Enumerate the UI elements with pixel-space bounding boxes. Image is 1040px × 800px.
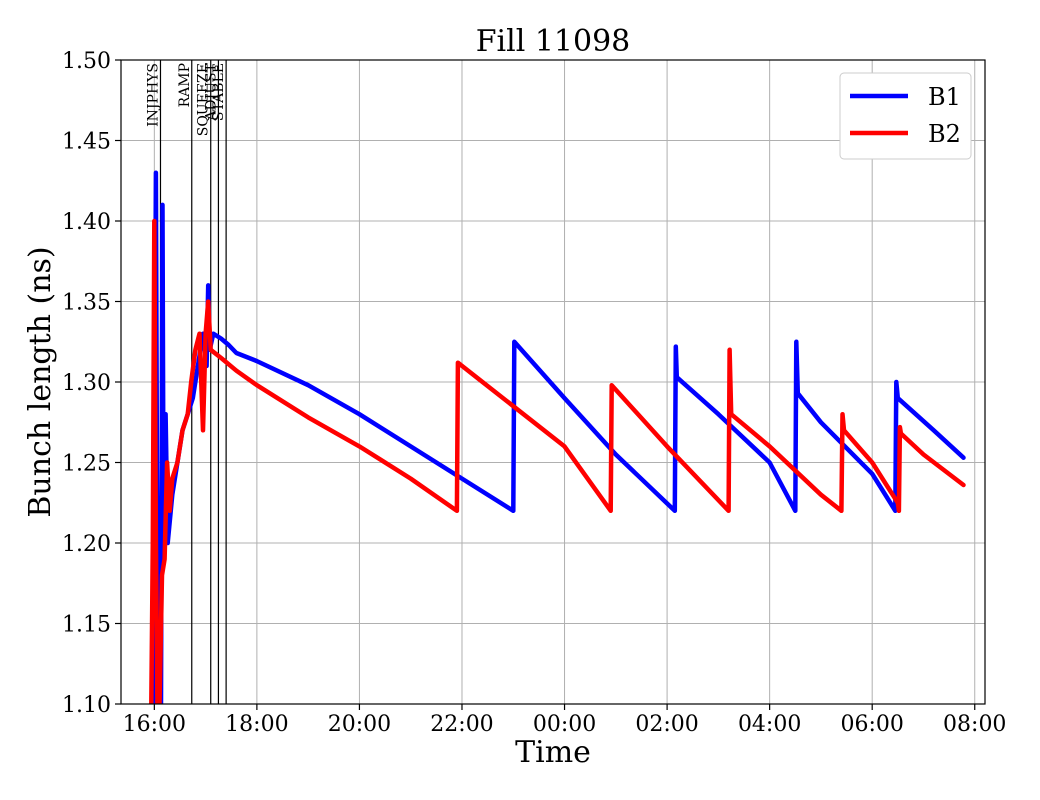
x-tick-label: 16:00 [123,712,186,737]
x-tick-label: 22:00 [430,712,493,737]
phase-label: SQUEEZE [196,63,212,136]
x-axis-title: Time [515,735,591,770]
y-tick-label: 1.30 [62,371,111,396]
x-tick-label: 02:00 [635,712,698,737]
x-tick-label: 20:00 [328,712,391,737]
phase-label: INJPHYS [145,63,161,127]
x-tick-label: 00:00 [533,712,596,737]
series-line-b2 [149,218,966,704]
x-tick-label: 08:00 [943,712,1006,737]
x-tick-label: 06:00 [840,712,903,737]
y-tick-label: 1.20 [62,532,111,557]
phase-label: STABLE [211,63,227,121]
y-tick-label: 1.35 [62,291,111,316]
y-axis: 1.10 1.15 1.20 1.25 1.30 1.35 1.40 1.45 1.50 [62,49,121,718]
y-tick-label: 1.40 [62,210,111,235]
y-tick-label: 1.50 [62,49,111,74]
x-axis: 16:00 18:00 20:00 22:00 00:00 02:00 04:00 06:00… [123,704,1006,737]
y-tick-label: 1.10 [62,693,111,718]
series-lines [149,170,966,704]
y-tick-label: 1.25 [62,452,111,477]
legend-label: B1 [928,83,961,111]
y-axis-title: Bunch length (ns) [23,246,58,517]
y-tick-label: 1.15 [62,613,111,638]
y-tick-label: 1.45 [62,130,111,155]
x-tick-label: 04:00 [738,712,801,737]
phase-label: RAMP [177,63,193,107]
phase-label: ADJUST [203,62,219,121]
legend-label: B2 [928,120,961,148]
x-tick-label: 18:00 [225,712,288,737]
series-line-b1 [151,170,966,704]
chart-title: Fill 11098 [476,24,631,59]
